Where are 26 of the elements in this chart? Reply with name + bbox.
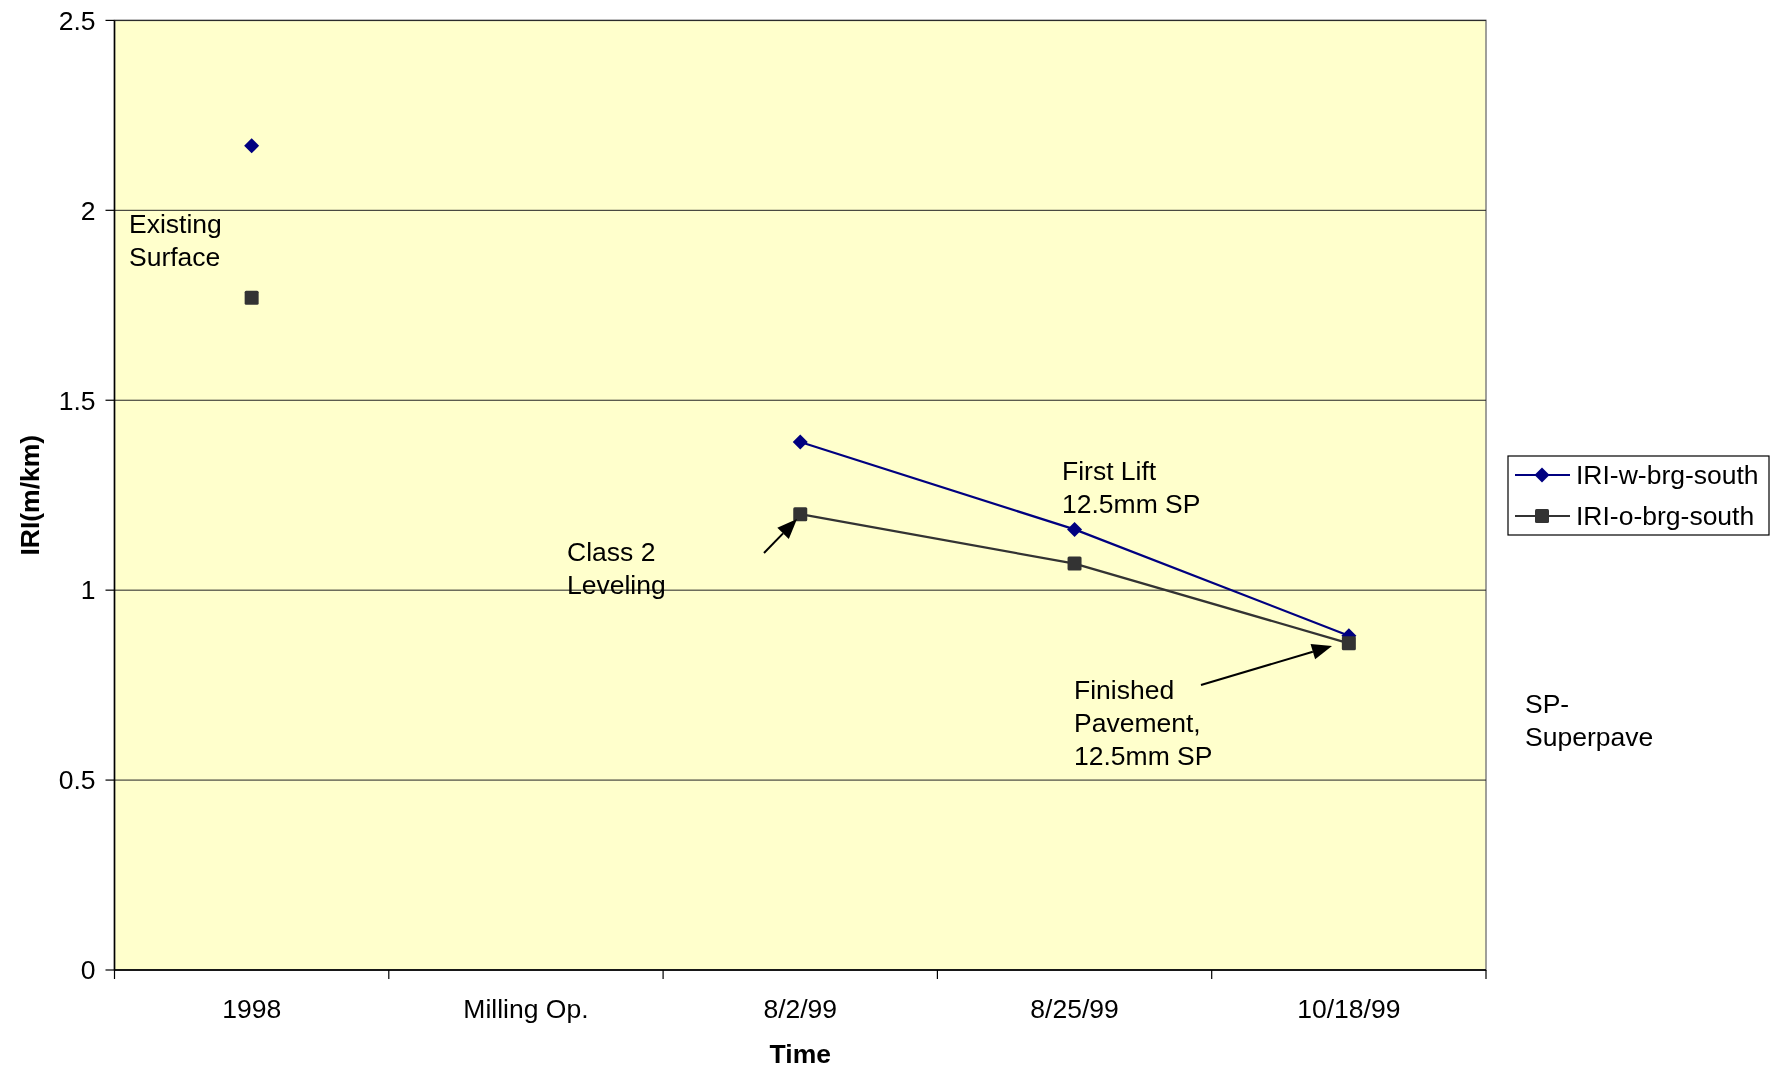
y-tick-label: 1.5 bbox=[58, 385, 96, 416]
legend-label: IRI-w-brg-south bbox=[1576, 460, 1759, 491]
y-tick-label: 2 bbox=[80, 195, 96, 226]
y-tick-label: 0.5 bbox=[58, 765, 96, 796]
point bbox=[793, 507, 808, 522]
point bbox=[1067, 556, 1082, 571]
x-tick-label: 8/25/99 bbox=[1030, 994, 1119, 1025]
y-axis-title: IRI(m/km) bbox=[15, 434, 46, 556]
point bbox=[792, 434, 808, 450]
text: SP- Superpave bbox=[1525, 689, 1654, 753]
annotation: Existing Surface bbox=[129, 209, 222, 273]
y-tick-label: 0 bbox=[80, 955, 96, 986]
legend-label: IRI-o-brg-south bbox=[1576, 501, 1755, 532]
x-tick-label: 8/2/99 bbox=[763, 994, 838, 1025]
annotation: Finished Pavement, 12.5mm SP bbox=[1074, 675, 1213, 772]
x-tick-label: 10/18/99 bbox=[1297, 994, 1401, 1025]
x-tick-label: 1998 bbox=[222, 994, 282, 1025]
point bbox=[1067, 521, 1083, 537]
annotation: First Lift 12.5mm SP bbox=[1062, 456, 1201, 520]
y-tick-label: 2.5 bbox=[58, 5, 96, 36]
x-axis-title: Time bbox=[769, 1039, 831, 1070]
y-tick-label: 1 bbox=[80, 575, 96, 606]
point bbox=[1341, 636, 1356, 651]
point bbox=[244, 290, 259, 305]
point bbox=[244, 138, 260, 154]
x-tick-label: Milling Op. bbox=[463, 994, 589, 1025]
